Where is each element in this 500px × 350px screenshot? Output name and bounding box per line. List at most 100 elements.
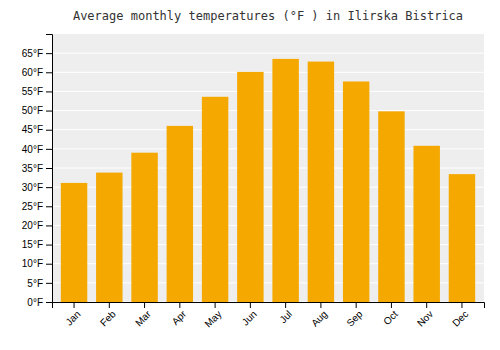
x-tick-mark bbox=[144, 302, 145, 308]
x-tick-label: Feb bbox=[98, 308, 118, 328]
x-tick: Jan bbox=[63, 302, 82, 328]
x-tick-mark bbox=[391, 302, 392, 308]
y-tick-label: 25°F bbox=[22, 201, 43, 212]
bar bbox=[413, 146, 439, 302]
x-tick: Apr bbox=[170, 302, 189, 327]
y-tick-label: 65°F bbox=[22, 48, 43, 59]
bar bbox=[202, 97, 228, 302]
bar bbox=[449, 174, 475, 302]
y-tick-label: 30°F bbox=[22, 182, 43, 193]
title: Average monthly temperatures (°F ) in Il… bbox=[73, 9, 463, 23]
y-tick: 30°F bbox=[22, 182, 52, 193]
y-tick-label: 35°F bbox=[22, 163, 43, 174]
bar bbox=[272, 59, 298, 302]
y-tick-mark bbox=[46, 187, 52, 188]
y-tick: 25°F bbox=[22, 201, 52, 212]
y-tick: 35°F bbox=[22, 163, 52, 174]
plot: 0°F 5°F 10°F 15°F 20°F 25°F 30°F 35°F 40°F 45°F 50… bbox=[22, 34, 485, 330]
bar bbox=[61, 183, 87, 302]
y-tick-mark bbox=[46, 264, 52, 265]
y-tick: 45°F bbox=[22, 124, 52, 135]
bars bbox=[61, 59, 475, 302]
y-tick-mark bbox=[46, 206, 52, 207]
y-tick-label: 0°F bbox=[27, 297, 43, 308]
x-tick-mark bbox=[320, 302, 321, 308]
x-tick-label: Nov bbox=[415, 308, 435, 328]
y-tick-mark bbox=[46, 245, 52, 246]
y-tick-mark bbox=[46, 111, 52, 112]
y-tick-mark bbox=[46, 168, 52, 169]
y-tick: 65°F bbox=[22, 48, 52, 59]
bar bbox=[167, 126, 193, 302]
x-tick: Jun bbox=[240, 302, 259, 328]
chart: 0°F 5°F 10°F 15°F 20°F 25°F 30°F 35°F 40°F 45°F 50… bbox=[0, 0, 500, 350]
x-tick-mark bbox=[179, 302, 180, 308]
x-tick-mark bbox=[426, 302, 427, 308]
x-tick-label: Jul bbox=[277, 308, 294, 325]
y-tick: 40°F bbox=[22, 144, 52, 155]
x-tick-label: Jan bbox=[63, 308, 82, 327]
x-tick-mark bbox=[356, 302, 357, 308]
y-tick: 15°F bbox=[22, 239, 52, 250]
x-tick-mark bbox=[285, 302, 286, 308]
x-tick: Dec bbox=[450, 302, 470, 329]
plot-background bbox=[52, 34, 484, 302]
y-tick-mark bbox=[46, 225, 52, 226]
y-tick-label: 55°F bbox=[22, 86, 43, 97]
x-tick-mark bbox=[461, 302, 462, 308]
y-tick-label: 10°F bbox=[22, 258, 43, 269]
x-tick-label: May bbox=[202, 308, 223, 329]
x-tick: Sep bbox=[344, 302, 365, 329]
x-tick-label: Mar bbox=[133, 308, 153, 328]
y-tick-mark bbox=[46, 283, 52, 284]
x-tick: May bbox=[202, 302, 223, 330]
y-tick-label: 45°F bbox=[22, 124, 43, 135]
x-tick: Oct bbox=[381, 302, 400, 327]
bar bbox=[343, 81, 369, 302]
grid-line bbox=[52, 91, 484, 92]
x-tick-label: Dec bbox=[450, 308, 470, 328]
x-tick-mark bbox=[215, 302, 216, 308]
y-tick-mark bbox=[46, 91, 52, 92]
y-tick: 50°F bbox=[22, 105, 52, 116]
y-tick-mark bbox=[46, 149, 52, 150]
x-tick: Jul bbox=[277, 302, 294, 325]
x-tick: Feb bbox=[98, 302, 118, 328]
x-tick: Aug bbox=[309, 302, 329, 329]
y-tick-label: 5°F bbox=[27, 278, 43, 289]
x-tick: Mar bbox=[133, 302, 153, 328]
y-tick: 55°F bbox=[22, 86, 52, 97]
grid-line bbox=[52, 110, 484, 111]
bar bbox=[131, 153, 157, 302]
x-tick-label: Aug bbox=[309, 308, 329, 328]
y-axis-line bbox=[46, 35, 53, 303]
x-tick-mark bbox=[250, 302, 251, 308]
grid-line bbox=[52, 72, 484, 73]
y-tick: 10°F bbox=[22, 258, 52, 269]
y-tick-mark bbox=[46, 72, 52, 73]
y-tick-label: 15°F bbox=[22, 239, 43, 250]
x-axis: Jan Feb Mar Apr May Jun Jul Aug Sep Oct Nov Dec bbox=[53, 302, 485, 330]
y-tick: 20°F bbox=[22, 220, 52, 231]
x-axis-line bbox=[53, 303, 485, 309]
y-tick-label: 40°F bbox=[22, 144, 43, 155]
x-tick-label: Sep bbox=[344, 308, 365, 329]
x-tick-label: Jun bbox=[240, 308, 259, 327]
x-tick-label: Oct bbox=[381, 308, 400, 327]
y-tick-label: 50°F bbox=[22, 105, 43, 116]
bar bbox=[96, 173, 122, 302]
grid bbox=[52, 53, 484, 302]
y-tick: 0°F bbox=[27, 297, 52, 308]
y-axis: 0°F 5°F 10°F 15°F 20°F 25°F 30°F 35°F 40°F 45°F 50… bbox=[22, 35, 53, 308]
bar bbox=[378, 111, 404, 302]
y-tick-mark bbox=[46, 53, 52, 54]
x-tick: Nov bbox=[415, 302, 435, 329]
y-tick: 5°F bbox=[27, 278, 52, 289]
grid-line bbox=[52, 129, 484, 130]
grid-line bbox=[52, 53, 484, 54]
bar bbox=[237, 72, 263, 302]
x-tick-mark bbox=[109, 302, 110, 308]
x-tick-mark bbox=[74, 302, 75, 308]
y-tick-mark bbox=[46, 130, 52, 131]
bar bbox=[308, 62, 334, 302]
